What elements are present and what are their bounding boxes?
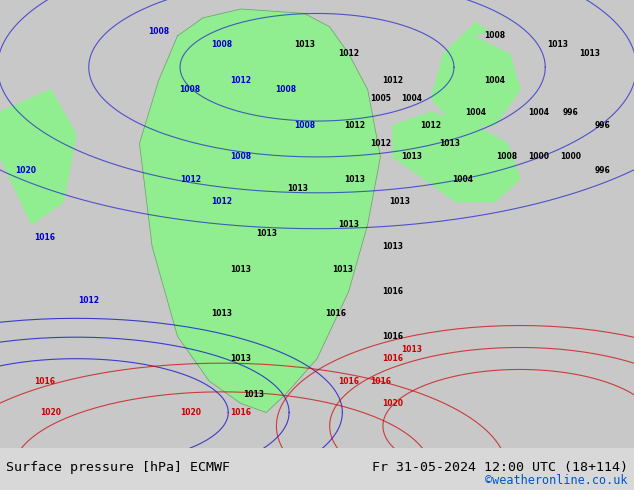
Text: 1004: 1004 bbox=[465, 108, 486, 117]
Text: ©weatheronline.co.uk: ©weatheronline.co.uk bbox=[485, 474, 628, 487]
Text: 1012: 1012 bbox=[179, 175, 201, 184]
Text: 1008: 1008 bbox=[148, 27, 169, 36]
Text: 1008: 1008 bbox=[294, 121, 315, 130]
Text: 1012: 1012 bbox=[344, 121, 366, 130]
Text: Surface pressure [hPa] ECMWF: Surface pressure [hPa] ECMWF bbox=[6, 461, 230, 474]
Text: 1016: 1016 bbox=[338, 377, 359, 386]
Text: 1000: 1000 bbox=[560, 152, 581, 161]
Text: 1016: 1016 bbox=[230, 408, 252, 417]
Text: 1013: 1013 bbox=[230, 354, 252, 363]
Text: 1020: 1020 bbox=[179, 408, 201, 417]
Text: 1013: 1013 bbox=[211, 309, 233, 318]
Text: 1013: 1013 bbox=[401, 152, 423, 161]
Text: 1016: 1016 bbox=[382, 354, 404, 363]
Text: 1013: 1013 bbox=[382, 242, 404, 251]
Text: 1004: 1004 bbox=[401, 94, 423, 103]
Text: 1013: 1013 bbox=[230, 265, 252, 273]
Text: 1012: 1012 bbox=[420, 121, 442, 130]
Text: 1013: 1013 bbox=[256, 229, 277, 238]
Text: 1013: 1013 bbox=[344, 175, 366, 184]
Text: 1012: 1012 bbox=[338, 49, 359, 58]
Text: 1008: 1008 bbox=[230, 152, 252, 161]
Text: 1016: 1016 bbox=[382, 332, 404, 341]
Text: 1000: 1000 bbox=[528, 152, 550, 161]
Text: 996: 996 bbox=[563, 108, 578, 117]
Text: 1016: 1016 bbox=[382, 287, 404, 296]
Polygon shape bbox=[139, 9, 380, 413]
Text: 1016: 1016 bbox=[325, 309, 347, 318]
Polygon shape bbox=[0, 90, 76, 224]
Text: 1013: 1013 bbox=[439, 139, 461, 148]
Polygon shape bbox=[393, 112, 520, 202]
Text: 1016: 1016 bbox=[370, 377, 391, 386]
Text: 1012: 1012 bbox=[230, 76, 252, 85]
Text: 1008: 1008 bbox=[275, 85, 296, 94]
Text: 1020: 1020 bbox=[40, 408, 61, 417]
Text: 1013: 1013 bbox=[579, 49, 600, 58]
Text: 996: 996 bbox=[595, 121, 610, 130]
Text: 1004: 1004 bbox=[484, 76, 505, 85]
Text: 1004: 1004 bbox=[528, 108, 550, 117]
Text: 1005: 1005 bbox=[370, 94, 391, 103]
Text: 1016: 1016 bbox=[34, 377, 55, 386]
Polygon shape bbox=[476, 0, 634, 67]
Text: 1016: 1016 bbox=[34, 233, 55, 242]
Text: 1013: 1013 bbox=[389, 197, 410, 206]
Text: 1020: 1020 bbox=[15, 166, 36, 175]
Text: 1013: 1013 bbox=[287, 184, 309, 193]
Text: 1008: 1008 bbox=[211, 40, 233, 49]
Text: 1012: 1012 bbox=[78, 296, 100, 305]
Text: 1013: 1013 bbox=[338, 220, 359, 229]
Text: 1012: 1012 bbox=[370, 139, 391, 148]
Text: 1012: 1012 bbox=[382, 76, 404, 85]
Text: 1013: 1013 bbox=[243, 390, 264, 399]
Polygon shape bbox=[431, 23, 520, 125]
Text: Fr 31-05-2024 12:00 UTC (18+114): Fr 31-05-2024 12:00 UTC (18+114) bbox=[372, 461, 628, 474]
Text: 1012: 1012 bbox=[211, 197, 233, 206]
Text: 1008: 1008 bbox=[484, 31, 505, 40]
Text: 996: 996 bbox=[595, 166, 610, 175]
Text: 1008: 1008 bbox=[496, 152, 518, 161]
Text: 1020: 1020 bbox=[382, 399, 404, 408]
Text: 1004: 1004 bbox=[452, 175, 474, 184]
Text: 1013: 1013 bbox=[332, 265, 353, 273]
Text: 1008: 1008 bbox=[179, 85, 201, 94]
Text: 1013: 1013 bbox=[294, 40, 315, 49]
Text: 1013: 1013 bbox=[401, 345, 423, 354]
Text: 1013: 1013 bbox=[547, 40, 569, 49]
